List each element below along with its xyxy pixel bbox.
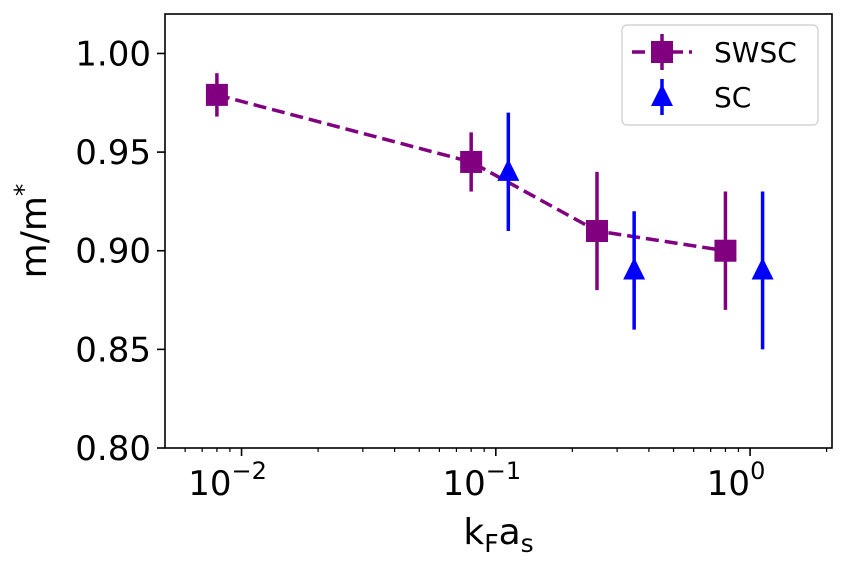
data-point bbox=[205, 83, 228, 106]
x-tick-label: 10−1 bbox=[442, 457, 521, 504]
legend-label: SC bbox=[714, 81, 751, 114]
y-tick-label: 0.85 bbox=[75, 330, 151, 370]
y-axis-label: m/m* bbox=[9, 184, 55, 279]
legend-marker bbox=[651, 84, 673, 106]
y-tick-label: 0.80 bbox=[75, 429, 151, 469]
x-axis-label-sub-f: F bbox=[484, 529, 498, 558]
series-swsc bbox=[205, 73, 737, 310]
legend-marker bbox=[651, 41, 673, 63]
x-tick-base: 10 bbox=[707, 464, 750, 504]
data-point bbox=[751, 257, 774, 280]
x-axis-label-a: a bbox=[499, 512, 521, 553]
data-point bbox=[714, 239, 737, 262]
y-axis-label-star: * bbox=[9, 184, 38, 197]
series-sc bbox=[497, 112, 774, 350]
y-tick-label: 1.00 bbox=[75, 34, 151, 74]
x-tick-label: 10−2 bbox=[188, 457, 267, 504]
x-tick-base: 10 bbox=[442, 464, 485, 504]
x-axis-label-k: k bbox=[463, 512, 484, 553]
series-line bbox=[216, 93, 726, 253]
x-tick-exponent: 0 bbox=[750, 457, 765, 485]
y-tick-label: 0.90 bbox=[75, 232, 151, 272]
x-axis-label: kFas bbox=[463, 512, 533, 558]
y-tick-label: 0.95 bbox=[75, 133, 151, 173]
data-layer bbox=[205, 73, 774, 350]
data-point bbox=[623, 257, 646, 280]
legend-label: SWSC bbox=[714, 36, 797, 69]
data-point bbox=[460, 150, 483, 173]
y-axis-label-main: m/m bbox=[14, 196, 55, 278]
data-point bbox=[585, 220, 608, 242]
x-tick-exponent: −2 bbox=[231, 457, 266, 485]
plot-frame bbox=[164, 13, 833, 449]
x-tick-exponent: −1 bbox=[486, 457, 521, 485]
x-tick-label: 100 bbox=[707, 457, 766, 504]
legend: SWSC SC bbox=[621, 24, 819, 126]
x-tick-base: 10 bbox=[188, 464, 231, 504]
x-axis-label-sub-s: s bbox=[521, 529, 534, 558]
data-point bbox=[497, 158, 520, 181]
